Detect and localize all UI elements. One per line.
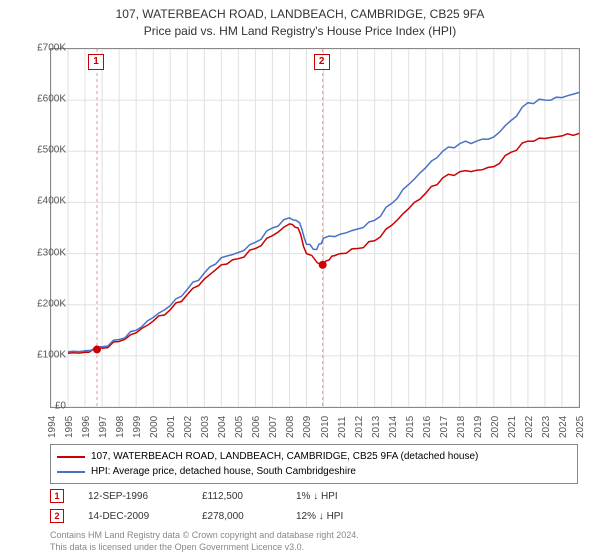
x-tick-label: 2015 xyxy=(405,416,416,438)
footer-line-1: Contains HM Land Registry data © Crown c… xyxy=(50,530,578,542)
x-tick-label: 1995 xyxy=(64,416,75,438)
x-tick-label: 2024 xyxy=(558,416,569,438)
x-tick-label: 2013 xyxy=(371,416,382,438)
transaction-price: £112,500 xyxy=(202,491,272,502)
x-tick-label: 2017 xyxy=(439,416,450,438)
x-tick-label: 2008 xyxy=(285,416,296,438)
y-tick-label: £300K xyxy=(37,247,66,258)
x-tick-label: 2000 xyxy=(149,416,160,438)
legend-swatch-property xyxy=(57,456,85,458)
y-tick-label: £100K xyxy=(37,349,66,360)
x-tick-label: 1999 xyxy=(132,416,143,438)
x-tick-label: 2016 xyxy=(422,416,433,438)
title-block: 107, WATERBEACH ROAD, LANDBEACH, CAMBRID… xyxy=(0,0,600,40)
footer-attribution: Contains HM Land Registry data © Crown c… xyxy=(50,530,578,553)
y-tick-label: £0 xyxy=(55,401,66,412)
x-tick-label: 2014 xyxy=(388,416,399,438)
x-tick-label: 2010 xyxy=(320,416,331,438)
y-tick-label: £400K xyxy=(37,196,66,207)
transaction-row: 1 12-SEP-1996 £112,500 1% ↓ HPI xyxy=(50,486,578,506)
x-tick-label: 2001 xyxy=(166,416,177,438)
transaction-pct: 1% ↓ HPI xyxy=(296,491,386,502)
legend-label-hpi: HPI: Average price, detached house, Sout… xyxy=(91,464,356,479)
footer-line-2: This data is licensed under the Open Gov… xyxy=(50,542,578,554)
y-tick-label: £700K xyxy=(37,43,66,54)
chart-plot-area xyxy=(50,48,580,408)
x-tick-label: 1996 xyxy=(81,416,92,438)
x-tick-label: 2006 xyxy=(251,416,262,438)
transaction-pct: 12% ↓ HPI xyxy=(296,511,386,522)
x-tick-label: 2012 xyxy=(354,416,365,438)
transactions-table: 1 12-SEP-1996 £112,500 1% ↓ HPI 2 14-DEC… xyxy=(50,486,578,526)
x-tick-label: 2020 xyxy=(490,416,501,438)
legend-swatch-hpi xyxy=(57,471,85,473)
x-tick-label: 2002 xyxy=(183,416,194,438)
transaction-row: 2 14-DEC-2009 £278,000 12% ↓ HPI xyxy=(50,506,578,526)
transaction-marker-2: 2 xyxy=(50,509,64,523)
chart-marker-box: 1 xyxy=(88,54,104,70)
transaction-marker-1: 1 xyxy=(50,489,64,503)
transaction-date: 14-DEC-2009 xyxy=(88,511,178,522)
y-tick-label: £600K xyxy=(37,94,66,105)
x-tick-label: 2025 xyxy=(575,416,586,438)
transaction-price: £278,000 xyxy=(202,511,272,522)
title-line-1: 107, WATERBEACH ROAD, LANDBEACH, CAMBRID… xyxy=(0,6,600,23)
transaction-date: 12-SEP-1996 xyxy=(88,491,178,502)
x-tick-label: 2005 xyxy=(234,416,245,438)
legend-label-property: 107, WATERBEACH ROAD, LANDBEACH, CAMBRID… xyxy=(91,449,478,464)
x-tick-label: 2003 xyxy=(200,416,211,438)
x-tick-label: 2022 xyxy=(524,416,535,438)
transaction-vlines xyxy=(97,49,323,407)
x-tick-label: 2023 xyxy=(541,416,552,438)
legend-row-property: 107, WATERBEACH ROAD, LANDBEACH, CAMBRID… xyxy=(57,449,571,464)
chart-container: 107, WATERBEACH ROAD, LANDBEACH, CAMBRID… xyxy=(0,0,600,560)
legend-box: 107, WATERBEACH ROAD, LANDBEACH, CAMBRID… xyxy=(50,444,578,484)
title-line-2: Price paid vs. HM Land Registry's House … xyxy=(0,23,600,40)
x-tick-label: 2009 xyxy=(302,416,313,438)
legend-row-hpi: HPI: Average price, detached house, Sout… xyxy=(57,464,571,479)
gridlines xyxy=(51,49,579,407)
chart-marker-box: 2 xyxy=(314,54,330,70)
x-tick-label: 2019 xyxy=(473,416,484,438)
y-tick-label: £500K xyxy=(37,145,66,156)
x-tick-label: 2007 xyxy=(268,416,279,438)
x-tick-label: 2004 xyxy=(217,416,228,438)
x-tick-label: 1998 xyxy=(115,416,126,438)
y-tick-label: £200K xyxy=(37,298,66,309)
x-tick-label: 2011 xyxy=(337,416,348,438)
x-tick-label: 1994 xyxy=(47,416,58,438)
x-tick-label: 2018 xyxy=(456,416,467,438)
x-tick-label: 1997 xyxy=(98,416,109,438)
chart-svg xyxy=(51,49,579,407)
x-tick-label: 2021 xyxy=(507,416,518,438)
